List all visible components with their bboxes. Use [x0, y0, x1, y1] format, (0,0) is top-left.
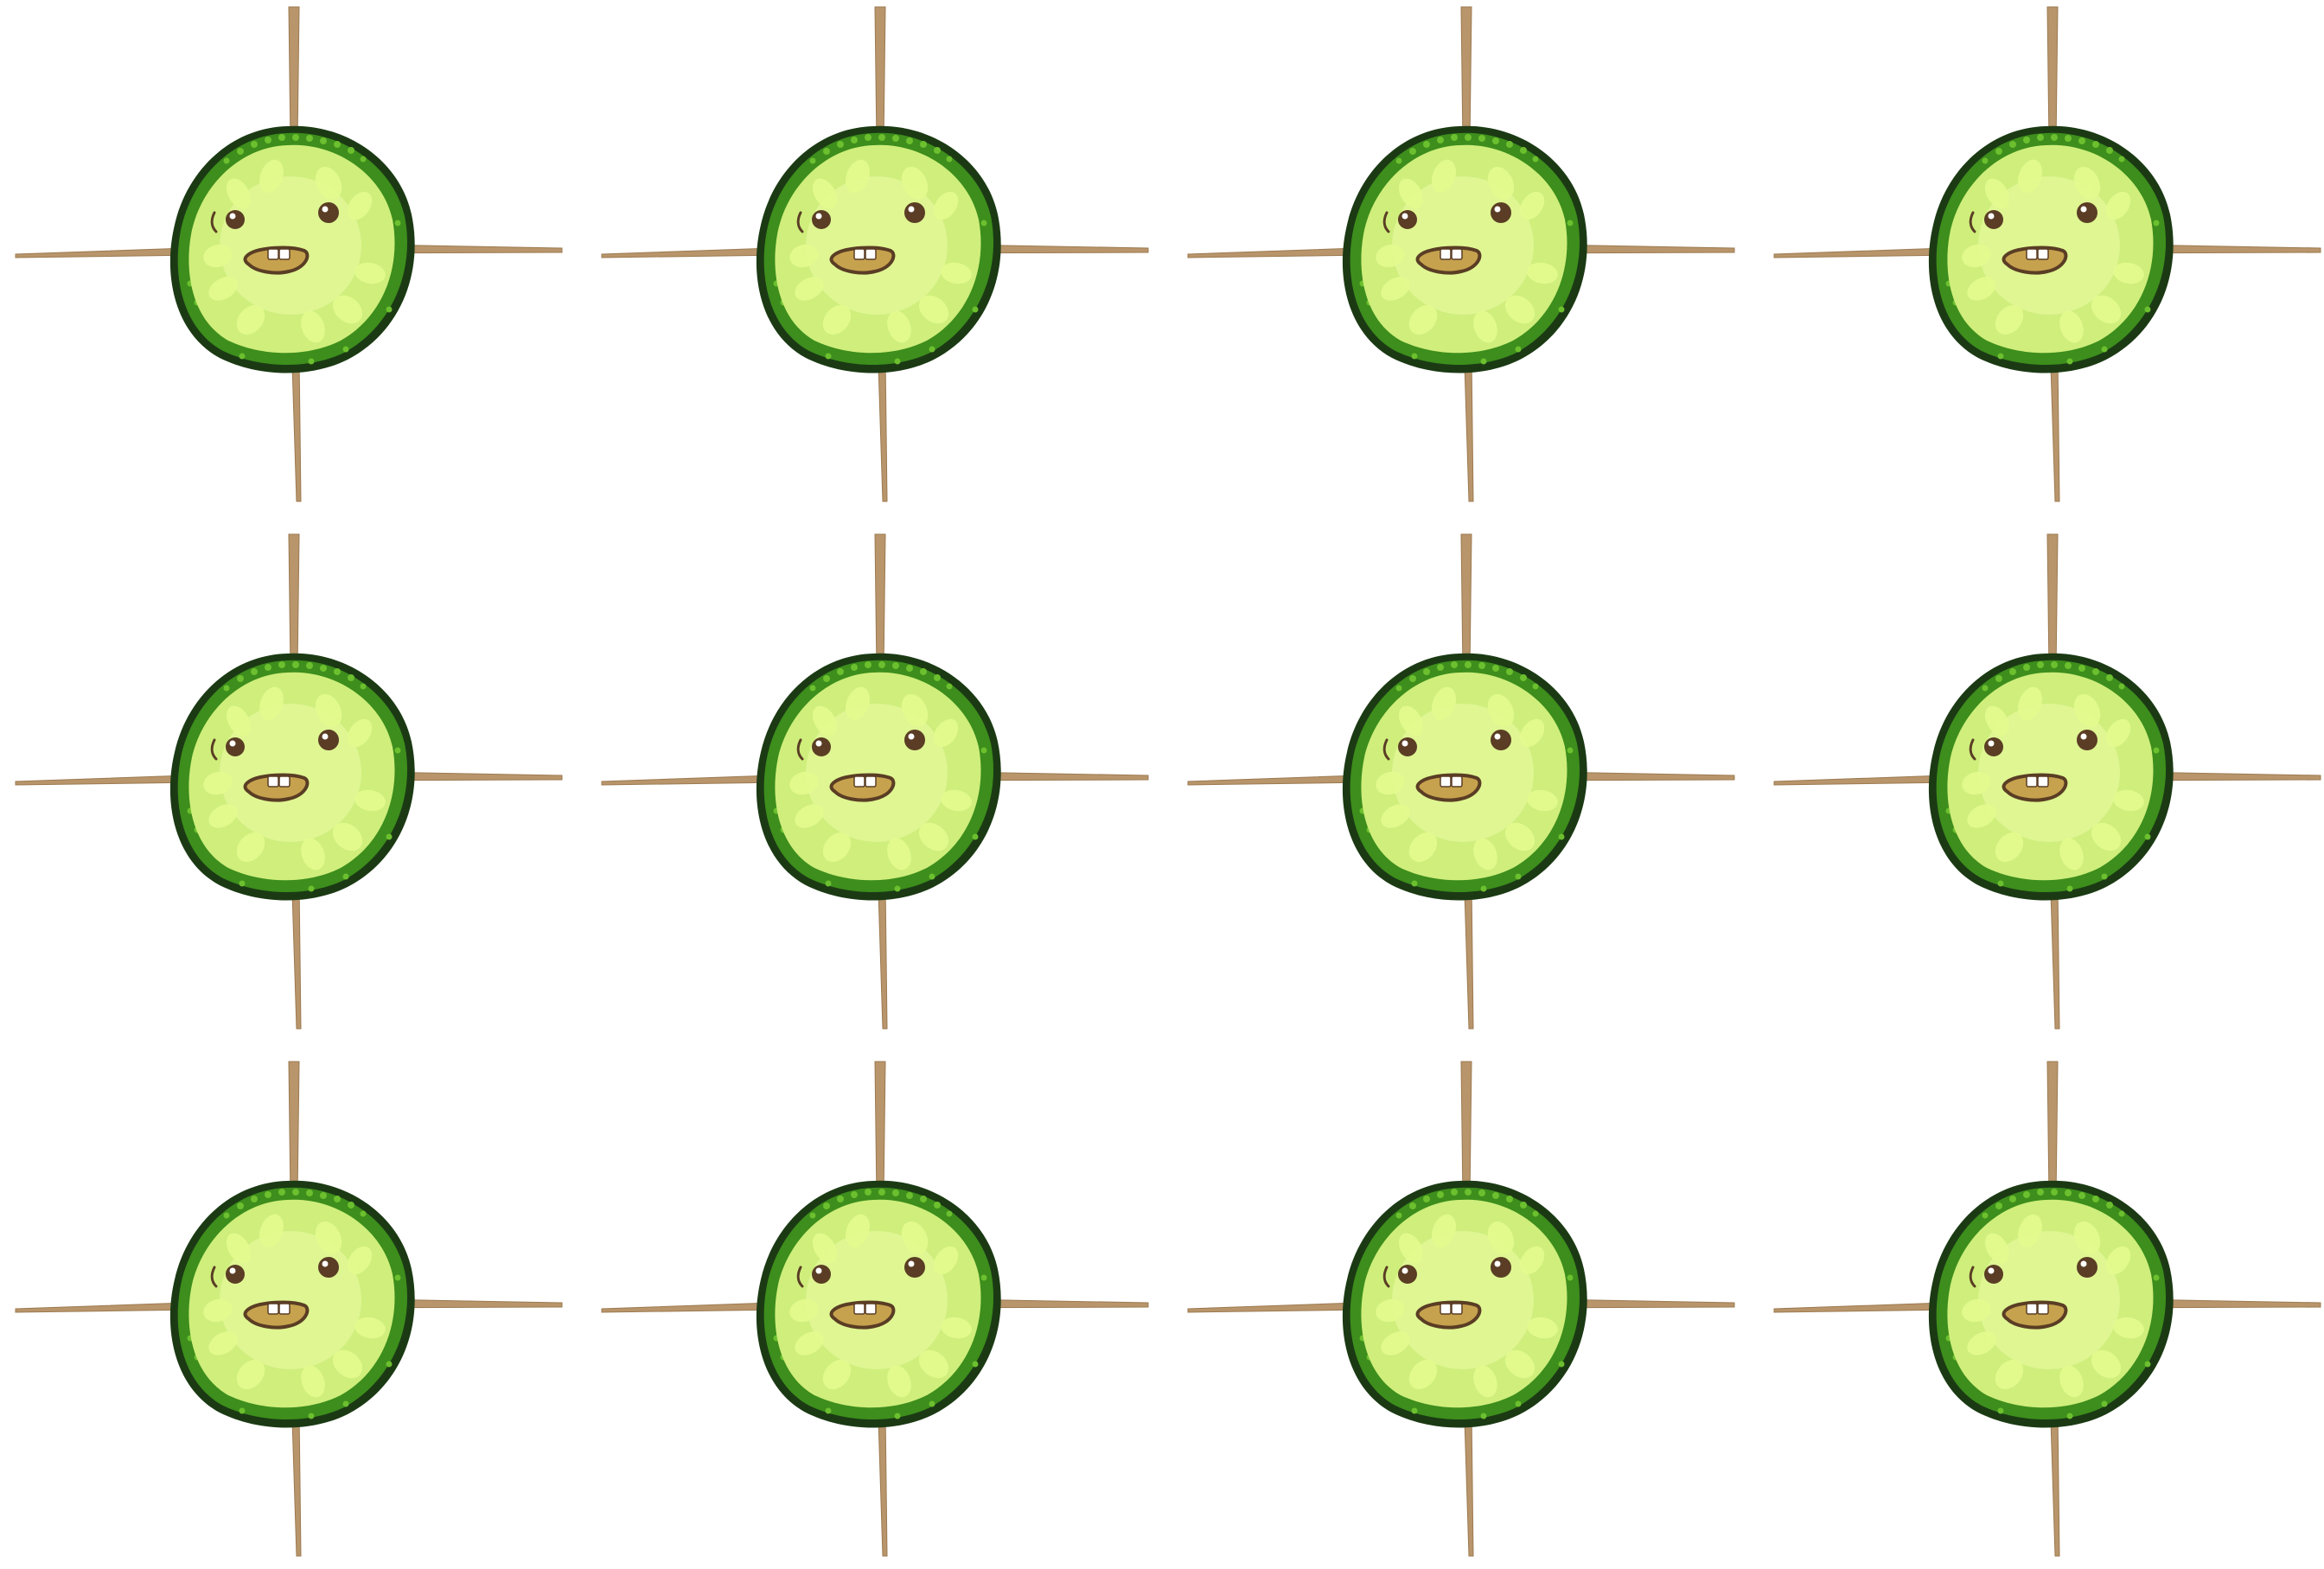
cucumber-character-frame-12: [1772, 1060, 2322, 1558]
cucumber-slice-character-icon: [600, 5, 1150, 503]
cucumber-slice-character-icon: [1186, 1060, 1736, 1558]
cucumber-character-frame-10: [600, 1060, 1150, 1558]
cucumber-slice-character-icon: [600, 533, 1150, 1030]
cucumber-character-frame-6: [600, 533, 1150, 1030]
cucumber-slice-character-icon: [600, 1060, 1150, 1558]
cucumber-character-frame-7: [1186, 533, 1736, 1030]
cucumber-slice-character-icon: [1772, 1060, 2322, 1558]
cucumber-slice-character-icon: [14, 5, 564, 503]
cucumber-character-frame-3: [1186, 5, 1736, 503]
cucumber-slice-character-icon: [1772, 533, 2322, 1030]
cucumber-slice-character-icon: [14, 1060, 564, 1558]
cucumber-slice-character-icon: [1772, 5, 2322, 503]
cucumber-character-frame-2: [600, 5, 1150, 503]
cucumber-slice-character-icon: [14, 533, 564, 1030]
cucumber-character-frame-11: [1186, 1060, 1736, 1558]
frames-layer: [14, 5, 2322, 1558]
cucumber-character-frame-1: [14, 5, 564, 503]
cucumber-character-frame-8: [1772, 533, 2322, 1030]
cucumber-character-frame-4: [1772, 5, 2322, 503]
cucumber-slice-character-icon: [1186, 5, 1736, 503]
cucumber-character-frame-9: [14, 1060, 564, 1558]
cucumber-character-frame-5: [14, 533, 564, 1030]
cucumber-slice-character-icon: [1186, 533, 1736, 1030]
